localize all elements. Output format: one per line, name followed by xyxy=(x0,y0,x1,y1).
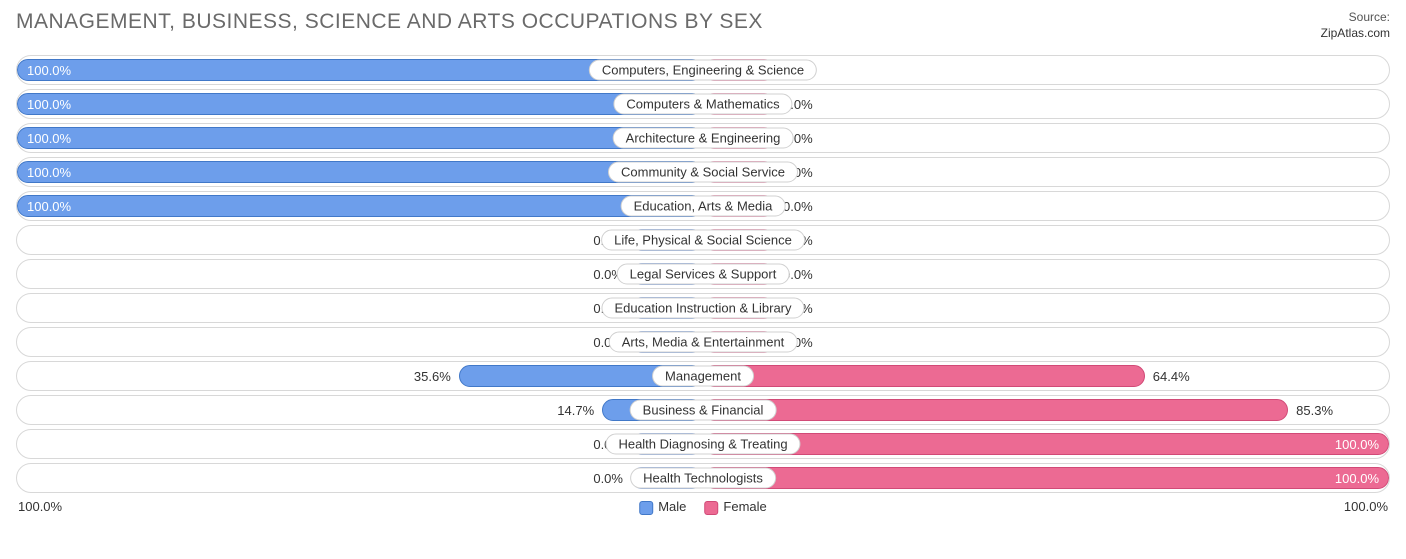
male-value: 100.0% xyxy=(27,124,71,152)
category-label: Life, Physical & Social Science xyxy=(601,230,805,251)
chart-header: MANAGEMENT, BUSINESS, SCIENCE AND ARTS O… xyxy=(16,10,1390,41)
female-value: 64.4% xyxy=(1153,362,1190,390)
category-label: Education Instruction & Library xyxy=(601,298,804,319)
bar-row: 100.0%0.0%Architecture & Engineering xyxy=(16,123,1390,153)
male-value: 0.0% xyxy=(593,464,623,492)
female-value: 85.3% xyxy=(1296,396,1333,424)
category-label: Business & Financial xyxy=(630,400,777,421)
chart-title: MANAGEMENT, BUSINESS, SCIENCE AND ARTS O… xyxy=(16,10,763,34)
source-value: ZipAtlas.com xyxy=(1321,26,1390,40)
category-label: Health Diagnosing & Treating xyxy=(605,434,800,455)
bar-row: 0.0% 100.0% Health Technologists xyxy=(16,463,1390,493)
source-label: Source: xyxy=(1349,10,1390,24)
category-label: Legal Services & Support xyxy=(617,264,790,285)
category-label: Management xyxy=(652,366,754,387)
female-bar xyxy=(703,467,1389,489)
male-value: 100.0% xyxy=(27,158,71,186)
female-bar xyxy=(703,399,1288,421)
bar-row: 0.0%100.0%Health Diagnosing & Treating xyxy=(16,429,1390,459)
source-attribution: Source: ZipAtlas.com xyxy=(1321,10,1390,41)
legend-female: Female xyxy=(704,499,766,515)
bar-row: 0.0%0.0%Arts, Media & Entertainment xyxy=(16,327,1390,357)
chart-rows: 100.0% 0.0% Computers, Engineering & Scien… xyxy=(16,55,1390,493)
category-label: Arts, Media & Entertainment xyxy=(609,332,798,353)
male-bar xyxy=(17,195,703,217)
male-bar xyxy=(17,127,703,149)
axis-right-label: 100.0% xyxy=(1344,499,1388,514)
bar-row: 14.7% 85.3% Business & Financial xyxy=(16,395,1390,425)
female-value: 0.0% xyxy=(783,192,813,220)
bar-row: 0.0%0.0%Education Instruction & Library xyxy=(16,293,1390,323)
male-bar xyxy=(17,161,703,183)
bar-row: 100.0% 0.0%Education, Arts & Media xyxy=(16,191,1390,221)
bar-row: 0.0%0.0%Legal Services & Support xyxy=(16,259,1390,289)
male-value: 100.0% xyxy=(27,192,71,220)
female-bar xyxy=(703,433,1389,455)
legend-female-swatch xyxy=(704,501,718,515)
category-label: Architecture & Engineering xyxy=(613,128,794,149)
legend: Male Female xyxy=(639,499,767,515)
category-label: Computers, Engineering & Science xyxy=(589,60,817,81)
category-label: Community & Social Service xyxy=(608,162,798,183)
male-value: 14.7% xyxy=(557,396,594,424)
category-label: Health Technologists xyxy=(630,468,776,489)
bar-row: 35.6% 64.4% Management xyxy=(16,361,1390,391)
bar-row: 100.0%0.0%Computers, Engineering & Scien… xyxy=(16,55,1390,85)
bar-row: 0.0%0.0%Life, Physical & Social Science xyxy=(16,225,1390,255)
male-value: 35.6% xyxy=(414,362,451,390)
female-bar xyxy=(703,365,1145,387)
legend-female-label: Female xyxy=(723,499,766,514)
male-value: 100.0% xyxy=(27,56,71,84)
legend-male-swatch xyxy=(639,501,653,515)
bar-row: 100.0%0.0%Community & Social Service xyxy=(16,157,1390,187)
axis-left-label: 100.0% xyxy=(18,499,62,514)
category-label: Education, Arts & Media xyxy=(621,196,786,217)
category-label: Computers & Mathematics xyxy=(613,94,792,115)
legend-male: Male xyxy=(639,499,686,515)
male-bar xyxy=(17,93,703,115)
bar-row: 100.0%0.0%Computers & Mathematics xyxy=(16,89,1390,119)
legend-male-label: Male xyxy=(658,499,686,514)
female-value: 100.0% xyxy=(1335,464,1379,492)
female-value: 100.0% xyxy=(1335,430,1379,458)
axis-legend-row: 100.0% Male Female 100.0% xyxy=(16,497,1390,519)
male-value: 100.0% xyxy=(27,90,71,118)
